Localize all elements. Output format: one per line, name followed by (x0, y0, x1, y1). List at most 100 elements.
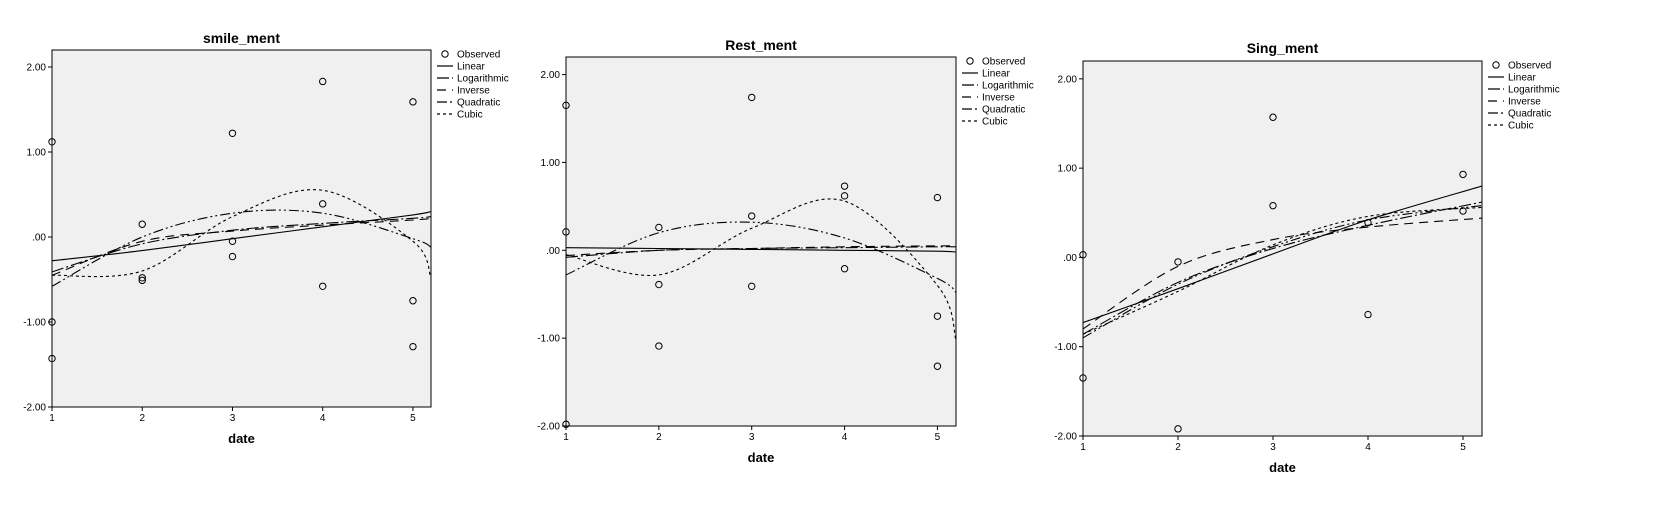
observed-point (1174, 425, 1182, 433)
fit-line-quadratic (1083, 205, 1482, 339)
legend-label-observed: Observed (1508, 61, 1551, 72)
legend-label-logarithmic: Logarithmic (982, 81, 1034, 92)
observed-point (1364, 310, 1372, 319)
x-tick-label: 2 (1175, 442, 1181, 453)
observed-point (319, 282, 327, 290)
legend-label-cubic: Cubic (982, 117, 1008, 128)
observed-point (1364, 218, 1372, 227)
observed-point (48, 354, 56, 363)
chart-title: Sing_ment (1247, 40, 1319, 56)
observed-point (409, 297, 417, 305)
x-tick-label: 5 (935, 432, 941, 443)
observed-point (1079, 251, 1087, 259)
observed-point (48, 318, 56, 326)
observed-point (138, 276, 146, 285)
x-tick-label: 3 (749, 432, 755, 443)
legend-label-logarithmic: Logarithmic (1508, 85, 1560, 96)
fit-line-cubic (52, 189, 431, 279)
x-tick-label: 1 (49, 413, 55, 424)
observed-point (138, 220, 146, 228)
fit-line-cubic (1083, 206, 1482, 335)
observed-point (228, 129, 237, 138)
observed-point (1174, 258, 1182, 266)
legend-label-inverse: Inverse (982, 93, 1015, 104)
observed-point (409, 342, 417, 351)
chart-panel-2: Rest_ment 1 2 3 4 5 2.00 1.00 .00 -1.00 -2.00 date O… (537, 37, 1034, 465)
fit-line-logarithmic (566, 246, 956, 258)
legend-label-linear: Linear (982, 69, 1010, 80)
y-tick-label: -1.00 (23, 318, 46, 329)
fit-line-logarithmic (1083, 201, 1482, 335)
observed-point (655, 223, 663, 232)
observed-point (562, 101, 570, 110)
x-tick-label: 1 (1080, 442, 1086, 453)
legend-label-quadratic: Quadratic (457, 98, 500, 109)
observed-point (562, 420, 570, 428)
observed-point (228, 252, 237, 261)
fit-line-linear (1083, 185, 1482, 324)
legend-label-cubic: Cubic (457, 110, 483, 121)
y-tick-label: 2.00 (541, 70, 561, 81)
legend-marker-observed (966, 57, 974, 65)
observed-point (228, 237, 237, 245)
fit-line-quadratic (566, 221, 956, 293)
fit-line-inverse (1083, 217, 1482, 330)
legend-label-observed: Observed (982, 57, 1025, 68)
x-tick-label: 4 (320, 413, 326, 424)
y-tick-label: .00 (32, 233, 46, 244)
legend-label-linear: Linear (1508, 73, 1536, 84)
y-tick-label: 1.00 (27, 148, 47, 159)
plot-area (565, 56, 957, 427)
observed-point (1269, 201, 1277, 210)
legend-label-linear: Linear (457, 62, 485, 73)
y-tick-label: .00 (546, 246, 560, 257)
plot-area (1082, 60, 1483, 437)
y-tick-label: .00 (1063, 253, 1077, 264)
observed-point (1459, 207, 1467, 215)
observed-point (933, 362, 942, 370)
observed-point (655, 342, 663, 350)
legend: ObservedLinearLogarithmicInverseQuadrati… (437, 50, 509, 121)
chart-panel-3: Sing_ment 1 2 3 4 5 2.00 1.00 .00 -1.00 -2.00 date O… (1054, 40, 1560, 475)
x-tick-label: 4 (1365, 442, 1371, 453)
x-tick-label: 1 (563, 432, 569, 443)
observed-point (748, 93, 756, 102)
observed-point (1459, 170, 1467, 179)
y-tick-label: 1.00 (541, 158, 561, 169)
y-tick-label: -1.00 (537, 334, 560, 345)
observed-point (933, 193, 942, 202)
observed-point (840, 192, 849, 200)
legend-marker-observed (441, 50, 449, 58)
fit-line-inverse (52, 217, 431, 276)
x-tick-label: 2 (656, 432, 662, 443)
plot-area (51, 49, 432, 408)
x-tick-label: 3 (230, 413, 236, 424)
y-tick-label: 2.00 (1058, 74, 1078, 85)
observed-point (840, 182, 849, 190)
observed-point (1269, 113, 1277, 121)
legend: ObservedLinearLogarithmicInverseQuadrati… (1488, 61, 1560, 132)
legend-label-quadratic: Quadratic (1508, 109, 1551, 120)
observed-point (562, 228, 570, 236)
chart-title: Rest_ment (725, 37, 797, 53)
legend: ObservedLinearLogarithmicInverseQuadrati… (962, 57, 1034, 128)
legend-label-observed: Observed (457, 50, 500, 61)
fit-line-logarithmic (52, 216, 431, 273)
legend-marker-observed (1492, 61, 1500, 69)
legend-label-inverse: Inverse (1508, 97, 1541, 108)
x-tick-label: 2 (139, 413, 145, 424)
observed-point (748, 212, 756, 220)
observed-point (1079, 374, 1087, 382)
x-axis-label: date (748, 450, 775, 465)
x-axis-label: date (228, 431, 255, 446)
y-tick-label: -1.00 (1054, 342, 1077, 353)
y-tick-label: -2.00 (1054, 432, 1077, 443)
observed-point (138, 274, 146, 282)
observed-point (409, 98, 417, 106)
fit-line-linear (52, 210, 431, 262)
y-tick-label: 2.00 (27, 63, 47, 74)
fit-line-inverse (566, 245, 956, 257)
observed-point (748, 282, 756, 291)
fit-line-cubic (566, 198, 956, 341)
